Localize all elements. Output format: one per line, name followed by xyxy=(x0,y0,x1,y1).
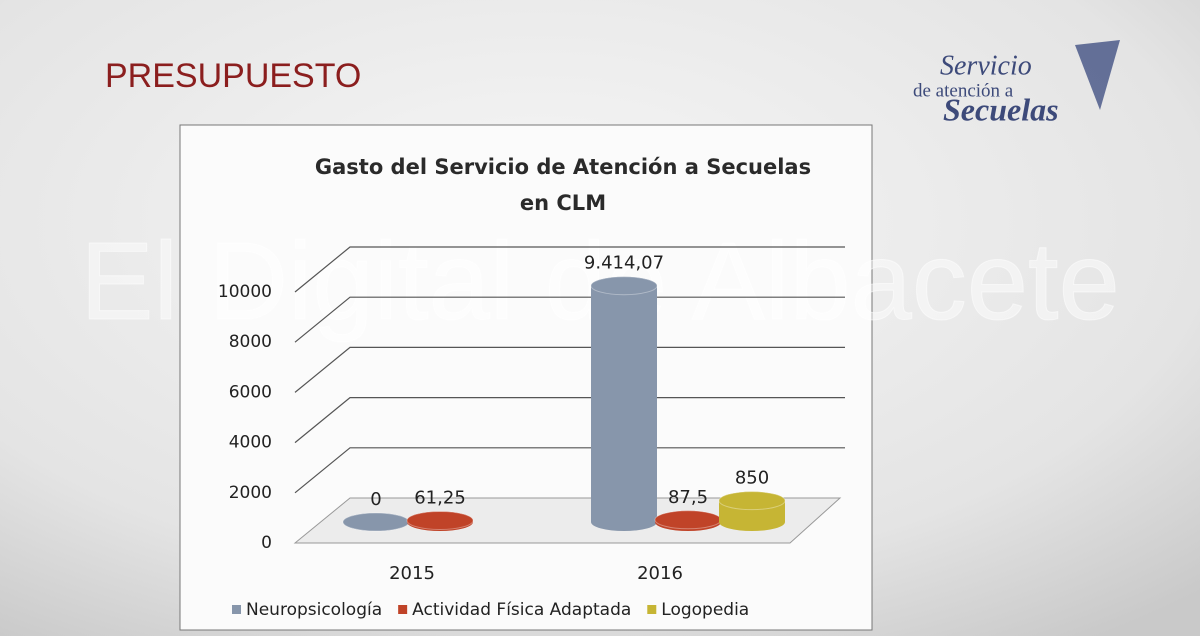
cylinder-body xyxy=(591,276,657,531)
grid-line xyxy=(294,397,845,444)
legend-label: Logopedia xyxy=(661,600,749,620)
cylinder-top xyxy=(654,510,722,530)
y-tick-label: 2000 xyxy=(229,483,272,503)
y-tick-label: 0 xyxy=(261,533,272,553)
value-label: 61,25 xyxy=(414,487,466,508)
chart-frame xyxy=(179,124,873,631)
value-label: 9.414,07 xyxy=(584,253,664,274)
cylinder-top xyxy=(342,512,410,532)
cylinder xyxy=(654,510,722,531)
value-label: 850 xyxy=(735,468,769,489)
logo: Servicio de atención a Secuelas xyxy=(913,40,1120,127)
y-tick-label: 6000 xyxy=(229,382,272,402)
grid-line xyxy=(294,296,845,343)
cylinder-top xyxy=(406,510,474,530)
grid-line xyxy=(294,346,845,393)
legend-label: Neuropsicología xyxy=(246,600,382,620)
value-label: 0 xyxy=(370,489,381,510)
cylinder xyxy=(590,276,658,531)
slide-title: PRESUPUESTO xyxy=(105,57,361,95)
chart-title: Gasto del Servicio de Atención a Secuela… xyxy=(315,155,811,215)
cylinder xyxy=(718,491,786,531)
y-tick-label: 4000 xyxy=(229,433,272,453)
legend-swatch xyxy=(232,605,241,614)
x-tick-label: 2016 xyxy=(637,563,683,584)
cylinder-top xyxy=(590,276,658,296)
logo-text: Servicio xyxy=(940,50,1032,81)
logo-text: de atención a xyxy=(913,80,1014,101)
legend-swatch xyxy=(398,605,408,614)
cylinder xyxy=(342,512,410,532)
grid-line xyxy=(294,447,845,494)
y-tick-label: 10000 xyxy=(218,282,272,302)
legend-label: Actividad Física Adaptada xyxy=(412,600,631,620)
legend-swatch xyxy=(647,605,657,614)
grid-line xyxy=(294,246,845,293)
cylinder xyxy=(406,510,474,531)
cylinder-top xyxy=(718,491,786,511)
logo-shape xyxy=(1075,40,1120,110)
logo-text: Secuelas xyxy=(943,91,1059,127)
floor xyxy=(293,497,842,544)
y-tick-label: 8000 xyxy=(229,332,272,352)
value-label: 87,5 xyxy=(668,487,708,508)
x-tick-label: 2015 xyxy=(389,563,435,584)
